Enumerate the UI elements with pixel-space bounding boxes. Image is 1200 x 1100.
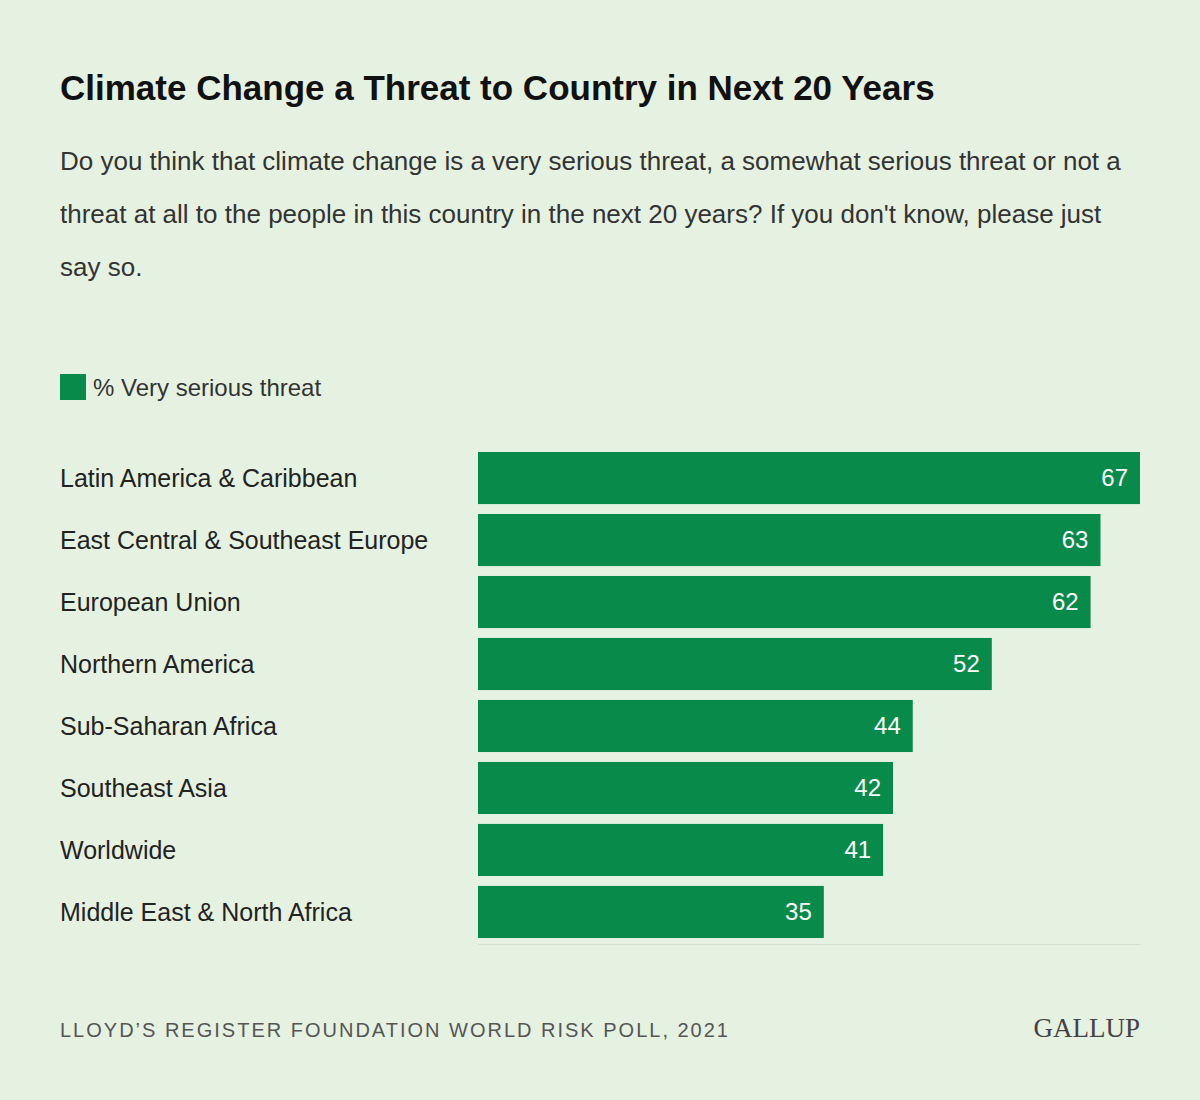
legend-swatch — [60, 374, 86, 400]
category-label: Worldwide — [60, 836, 176, 864]
category-label: East Central & Southeast Europe — [60, 526, 428, 554]
category-label: Southeast Asia — [60, 774, 227, 802]
category-label: Middle East & North Africa — [60, 898, 352, 926]
data-label: 42 — [854, 774, 881, 801]
subtitle-line: threat at all to the people in this coun… — [60, 199, 1102, 229]
subtitle-line: say so. — [60, 252, 142, 282]
category-label: Northern America — [60, 650, 255, 678]
subtitle: Do you think that climate change is a ve… — [60, 146, 1121, 282]
data-label: 44 — [874, 712, 901, 739]
bar — [478, 638, 992, 690]
legend: % Very serious threat — [60, 374, 321, 401]
category-label: Latin America & Caribbean — [60, 464, 357, 492]
axis-line — [479, 944, 1141, 945]
bar — [478, 762, 893, 814]
bar — [478, 452, 1140, 504]
title: Climate Change a Threat to Country in Ne… — [60, 68, 935, 107]
x-axis — [479, 944, 1141, 945]
bar — [478, 576, 1091, 628]
data-label: 63 — [1062, 526, 1089, 553]
data-label: 62 — [1052, 588, 1079, 615]
bar — [478, 514, 1100, 566]
source: LLOYD’S REGISTER FOUNDATION WORLD RISK P… — [60, 1019, 730, 1041]
subtitle-line: Do you think that climate change is a ve… — [60, 146, 1121, 176]
data-label: 67 — [1101, 464, 1128, 491]
brand: GALLUP — [1034, 1013, 1141, 1043]
legend-label: % Very serious threat — [93, 374, 321, 401]
background — [0, 0, 1200, 1100]
category-label: Sub-Saharan Africa — [60, 712, 277, 740]
bar — [478, 700, 913, 752]
bars — [478, 452, 1140, 938]
data-label: 41 — [844, 836, 871, 863]
category-label: European Union — [60, 588, 241, 616]
data-label: 35 — [785, 898, 812, 925]
bar — [478, 886, 824, 938]
data-labels: 67 63 62 52 44 42 41 35 — [785, 464, 1128, 925]
data-label: 52 — [953, 650, 980, 677]
chart: Climate Change a Threat to Country in Ne… — [0, 0, 1200, 1100]
bar — [478, 824, 883, 876]
category-labels: Latin America & Caribbean East Central & … — [60, 464, 428, 926]
